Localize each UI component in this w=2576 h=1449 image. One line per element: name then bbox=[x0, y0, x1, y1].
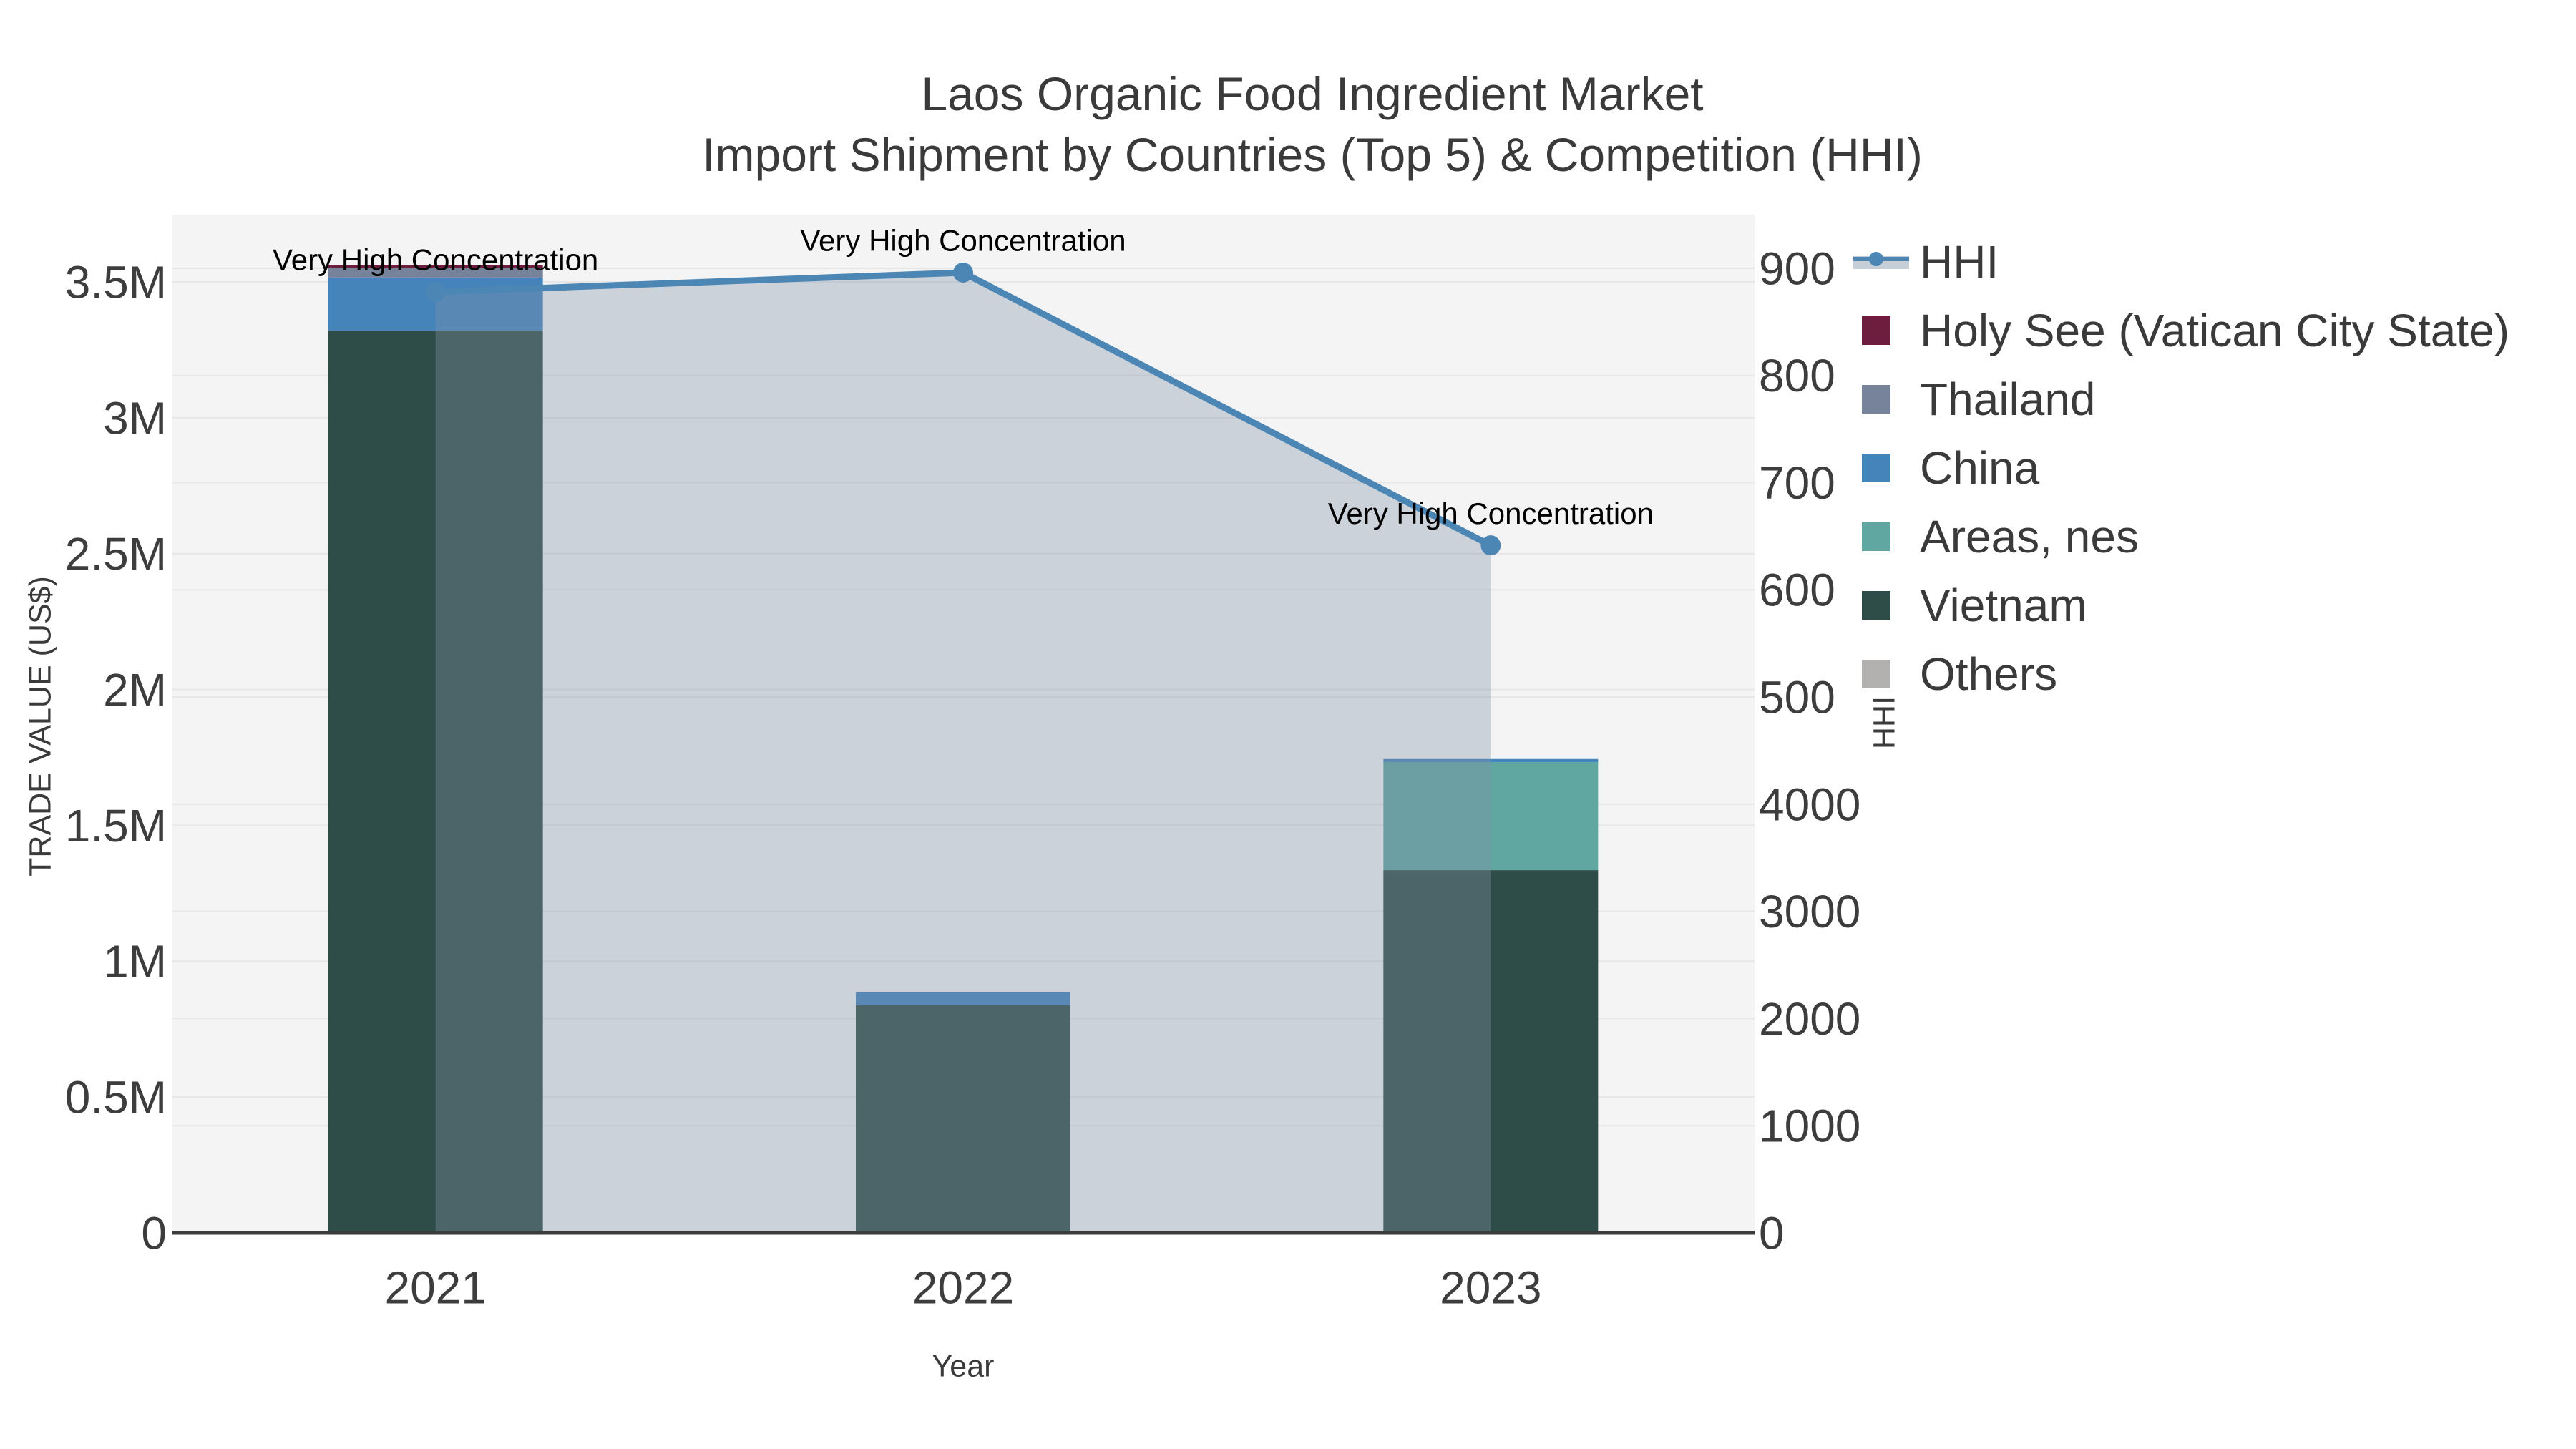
areas-nes-swatch bbox=[1862, 522, 1890, 551]
legend-item-hhi: HHI bbox=[1853, 228, 2509, 296]
legend-label-others: Others bbox=[1920, 648, 2058, 700]
legend-label-holy-see: Holy See (Vatican City State) bbox=[1920, 305, 2510, 356]
left-axis-tick-label: 2M bbox=[103, 664, 167, 716]
right-axis-tick-label: 700 bbox=[1759, 457, 1835, 509]
left-axis-tick-label: 2.5M bbox=[65, 528, 167, 580]
bottom-axis-title: Year bbox=[932, 1349, 995, 1384]
hhi-marker-2021 bbox=[425, 281, 446, 302]
title-block: Laos Organic Food Ingredient Market Impo… bbox=[49, 69, 2576, 180]
right-axis-tick-label: 4000 bbox=[1759, 779, 1860, 830]
legend-item-thailand: Thailand bbox=[1853, 365, 2509, 434]
annotation-2021: Very High Concentration bbox=[273, 243, 598, 277]
hhi-marker-2023 bbox=[1480, 535, 1501, 556]
hhi-area-band bbox=[435, 272, 1491, 1234]
bar-segment-2021-holy-see-vatican-city-state- bbox=[328, 265, 543, 269]
right-axis-tick-label: 800 bbox=[1759, 350, 1835, 401]
right-axis-tick-label: 500 bbox=[1759, 672, 1835, 723]
legend: HHI Holy See (Vatican City State) Thaila… bbox=[1853, 228, 2509, 708]
left-axis-tick-label: 1.5M bbox=[65, 800, 167, 852]
annotation-2022: Very High Concentration bbox=[800, 224, 1126, 258]
left-axis-tick-label: 1M bbox=[103, 936, 167, 987]
legend-label-hhi: HHI bbox=[1920, 236, 1999, 288]
x-axis-tick-label: 2023 bbox=[1440, 1262, 1541, 1313]
legend-item-others: Others bbox=[1853, 640, 2509, 708]
legend-item-areas-nes: Areas, nes bbox=[1853, 502, 2509, 571]
bar-segment-2022-china bbox=[856, 992, 1070, 1005]
x-axis-tick-label: 2021 bbox=[384, 1262, 486, 1313]
vietnam-swatch bbox=[1862, 591, 1890, 620]
right-axis-tick-label: 0 bbox=[1759, 1207, 1785, 1259]
bar-segment-2023-areas-nes bbox=[1383, 761, 1599, 871]
legend-item-holy-see: Holy See (Vatican City State) bbox=[1853, 296, 2509, 365]
right-axis-tick-label: 600 bbox=[1759, 565, 1835, 616]
left-axis-tick-label: 0 bbox=[141, 1207, 167, 1259]
thailand-swatch bbox=[1862, 385, 1890, 414]
right-axis-tick-label: 3000 bbox=[1759, 886, 1860, 937]
left-axis-tick-label: 3.5M bbox=[65, 256, 167, 308]
left-axis-tick-label: 3M bbox=[103, 392, 167, 444]
x-axis-tick-label: 2022 bbox=[912, 1262, 1014, 1313]
right-axis-tick-label: 1000 bbox=[1759, 1101, 1860, 1152]
legend-item-china: China bbox=[1853, 434, 2509, 502]
left-axis-title: TRADE VALUE (US$) bbox=[23, 576, 58, 877]
bar-segment-2022-vietnam bbox=[856, 1005, 1070, 1233]
china-swatch bbox=[1862, 454, 1890, 482]
bar-segment-2023-vietnam bbox=[1383, 870, 1599, 1233]
right-axis-tick-label: 2000 bbox=[1759, 993, 1860, 1045]
left-axis-tick-label: 0.5M bbox=[65, 1072, 167, 1123]
legend-label-vietnam: Vietnam bbox=[1920, 580, 2087, 631]
chart-title: Laos Organic Food Ingredient Market bbox=[921, 67, 1704, 120]
hhi-line-symbol bbox=[1853, 252, 1909, 269]
legend-item-vietnam: Vietnam bbox=[1853, 571, 2509, 640]
chart-subtitle: Import Shipment by Countries (Top 5) & C… bbox=[702, 128, 1923, 181]
legend-label-areas-nes: Areas, nes bbox=[1920, 511, 2139, 562]
legend-label-china: China bbox=[1920, 442, 2040, 494]
holy-see-swatch bbox=[1862, 316, 1890, 345]
hhi-marker-2022 bbox=[953, 262, 973, 283]
bar-segment-2021-thailand bbox=[328, 268, 543, 278]
bar-segment-2021-vietnam bbox=[328, 330, 543, 1233]
right-axis-tick-label: 900 bbox=[1759, 243, 1835, 294]
legend-label-thailand: Thailand bbox=[1920, 374, 2096, 425]
annotation-2023: Very High Concentration bbox=[1328, 497, 1654, 530]
others-swatch bbox=[1862, 660, 1890, 688]
bar-segment-2023-china bbox=[1383, 758, 1599, 762]
